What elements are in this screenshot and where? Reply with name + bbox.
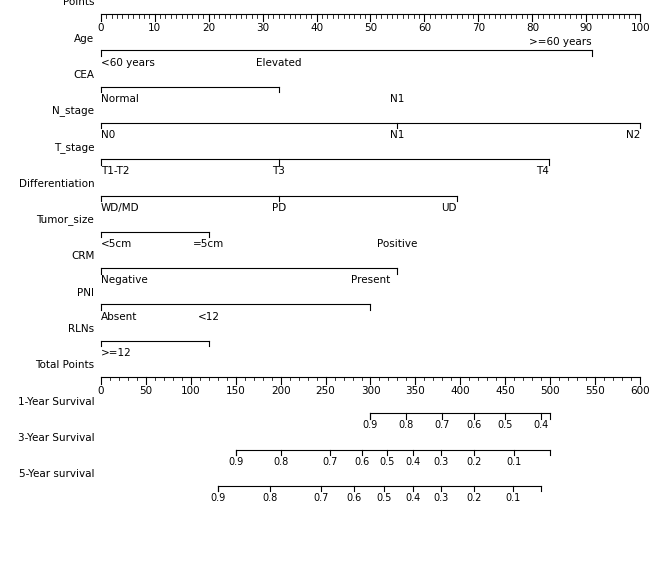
Text: 300: 300 xyxy=(361,386,380,396)
Text: 3-Year Survival: 3-Year Survival xyxy=(18,433,94,443)
Text: Elevated: Elevated xyxy=(256,58,302,67)
Text: Points: Points xyxy=(63,0,94,7)
Text: 0.5: 0.5 xyxy=(379,457,395,467)
Text: 450: 450 xyxy=(495,386,515,396)
Text: 50: 50 xyxy=(364,23,377,33)
Text: 10: 10 xyxy=(148,23,161,33)
Text: 0.2: 0.2 xyxy=(466,457,482,467)
Text: 0.7: 0.7 xyxy=(313,493,329,503)
Text: >=60 years: >=60 years xyxy=(529,37,592,47)
Text: PD: PD xyxy=(272,203,286,213)
Text: 0.8: 0.8 xyxy=(262,493,278,503)
Text: Present: Present xyxy=(351,276,390,285)
Text: 0.4: 0.4 xyxy=(405,457,421,467)
Text: 0.6: 0.6 xyxy=(466,421,482,430)
Text: 50: 50 xyxy=(139,386,152,396)
Text: 0.9: 0.9 xyxy=(363,421,378,430)
Text: T4: T4 xyxy=(536,167,549,176)
Text: 350: 350 xyxy=(406,386,425,396)
Text: CRM: CRM xyxy=(71,251,94,261)
Text: 0.5: 0.5 xyxy=(376,493,392,503)
Text: 0.9: 0.9 xyxy=(228,457,243,467)
Text: Age: Age xyxy=(74,33,94,44)
Text: 100: 100 xyxy=(181,386,200,396)
Text: 150: 150 xyxy=(226,386,246,396)
Text: N2: N2 xyxy=(626,130,640,140)
Text: 200: 200 xyxy=(271,386,291,396)
Text: 0.8: 0.8 xyxy=(399,421,414,430)
Text: Total Points: Total Points xyxy=(35,360,94,370)
Text: <12: <12 xyxy=(198,312,220,321)
Text: N1: N1 xyxy=(390,130,405,140)
Text: 0.4: 0.4 xyxy=(405,493,421,503)
Text: 0.6: 0.6 xyxy=(354,457,369,467)
Text: Tumor_size: Tumor_size xyxy=(36,214,94,225)
Text: 0.7: 0.7 xyxy=(322,457,338,467)
Text: 0.2: 0.2 xyxy=(466,493,482,503)
Text: PNI: PNI xyxy=(77,287,94,298)
Text: 0.3: 0.3 xyxy=(433,493,448,503)
Text: 60: 60 xyxy=(418,23,431,33)
Text: 0.8: 0.8 xyxy=(273,457,288,467)
Text: N_stage: N_stage xyxy=(52,105,94,116)
Text: 40: 40 xyxy=(310,23,323,33)
Text: 0: 0 xyxy=(98,386,104,396)
Text: 5-Year survival: 5-Year survival xyxy=(19,469,94,479)
Text: 0.4: 0.4 xyxy=(534,421,549,430)
Text: <60 years: <60 years xyxy=(101,58,155,67)
Text: RLNs: RLNs xyxy=(68,324,94,334)
Text: 30: 30 xyxy=(256,23,269,33)
Text: 0.6: 0.6 xyxy=(346,493,362,503)
Text: UD: UD xyxy=(441,203,457,213)
Text: T1-T2: T1-T2 xyxy=(101,167,129,176)
Text: WD/MD: WD/MD xyxy=(101,203,139,213)
Text: 500: 500 xyxy=(541,386,560,396)
Text: 80: 80 xyxy=(526,23,539,33)
Text: Positive: Positive xyxy=(377,239,418,249)
Text: Normal: Normal xyxy=(101,94,138,104)
Text: 1-Year Survival: 1-Year Survival xyxy=(18,396,94,407)
Text: 0.9: 0.9 xyxy=(210,493,226,503)
Text: CEA: CEA xyxy=(73,70,94,80)
Text: N1: N1 xyxy=(390,94,405,104)
Text: Negative: Negative xyxy=(101,276,148,285)
Text: <5cm: <5cm xyxy=(101,239,132,249)
Text: 0.1: 0.1 xyxy=(507,457,522,467)
Text: 100: 100 xyxy=(630,23,650,33)
Text: >=12: >=12 xyxy=(101,348,131,358)
Text: Differentiation: Differentiation xyxy=(19,179,94,189)
Text: 70: 70 xyxy=(472,23,485,33)
Text: 400: 400 xyxy=(450,386,470,396)
Text: 0.7: 0.7 xyxy=(435,421,450,430)
Text: 0.1: 0.1 xyxy=(505,493,520,503)
Text: 20: 20 xyxy=(202,23,215,33)
Text: =5cm: =5cm xyxy=(193,239,224,249)
Text: 550: 550 xyxy=(586,386,605,396)
Text: 600: 600 xyxy=(630,386,650,396)
Text: 0.3: 0.3 xyxy=(433,457,448,467)
Text: 0: 0 xyxy=(98,23,104,33)
Text: T_stage: T_stage xyxy=(54,142,94,153)
Text: T3: T3 xyxy=(272,167,285,176)
Text: 90: 90 xyxy=(580,23,593,33)
Text: 250: 250 xyxy=(316,386,335,396)
Text: N0: N0 xyxy=(101,130,115,140)
Text: Absent: Absent xyxy=(101,312,137,321)
Text: 0.5: 0.5 xyxy=(498,421,513,430)
